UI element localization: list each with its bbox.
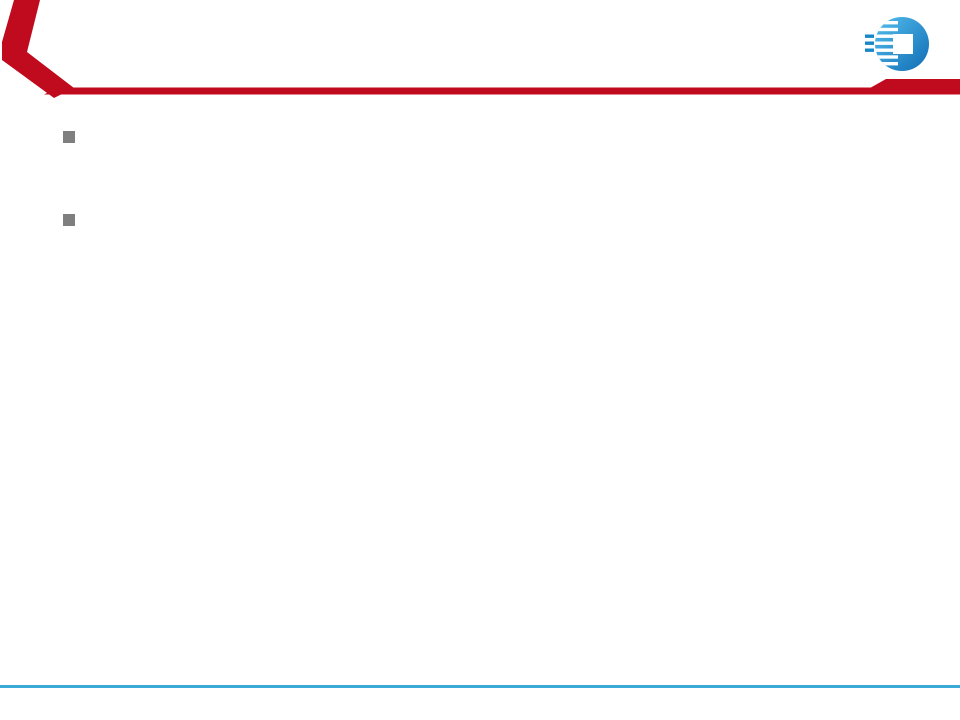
bullet-item-2: [63, 207, 908, 226]
bullet-text-2: [95, 207, 908, 226]
footer-divider: [0, 685, 960, 688]
red-bottom-bar: [44, 87, 960, 95]
bullet-square-icon: [63, 214, 75, 226]
bullet-square-icon: [63, 131, 75, 143]
sws-logo: [864, 14, 938, 76]
left-chart: [60, 350, 482, 640]
red-chevron-shape: [2, 0, 74, 98]
right-chart: [520, 350, 952, 640]
header-red-ribbon: [2, 0, 960, 98]
red-right-accent: [870, 79, 960, 88]
left-chart-svg: [60, 350, 482, 640]
right-chart-svg: [520, 350, 952, 640]
sws-logo-mark: [865, 17, 929, 71]
bullet-text-1: [95, 124, 908, 143]
bullet-item-1: [63, 124, 908, 143]
